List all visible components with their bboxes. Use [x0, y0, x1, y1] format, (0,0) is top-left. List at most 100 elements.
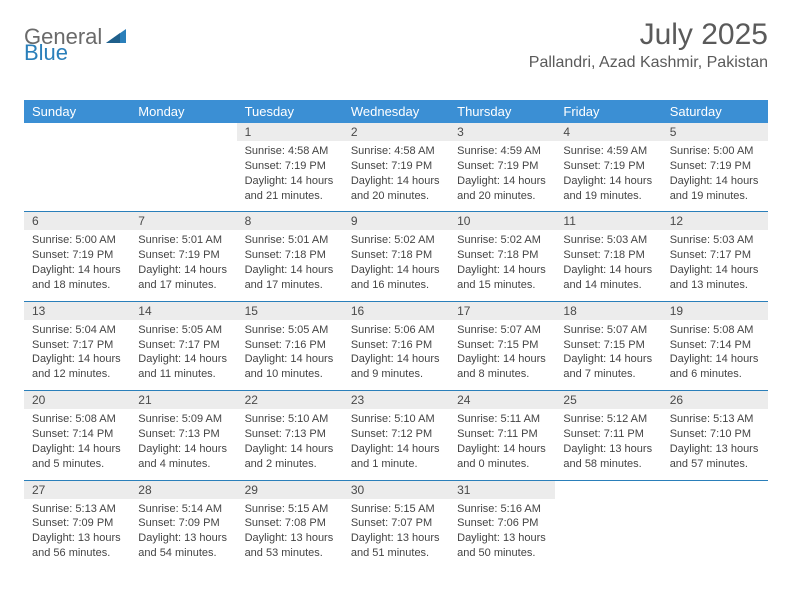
day-of-week-row: Sunday Monday Tuesday Wednesday Thursday…: [24, 100, 768, 123]
sunrise-text: Sunrise: 5:15 AM: [245, 502, 335, 517]
day-detail-cell: Sunrise: 5:09 AMSunset: 7:13 PMDaylight:…: [130, 409, 236, 480]
day-detail-cell: Sunrise: 5:11 AMSunset: 7:11 PMDaylight:…: [449, 409, 555, 480]
sunrise-text: Sunrise: 4:58 AM: [245, 144, 335, 159]
daylight-line1: Daylight: 14 hours: [563, 174, 653, 189]
daylight-line1: Daylight: 14 hours: [138, 442, 228, 457]
daylight-line1: Daylight: 14 hours: [245, 442, 335, 457]
sunset-text: Sunset: 7:08 PM: [245, 516, 335, 531]
daylight-line1: Daylight: 14 hours: [138, 263, 228, 278]
daylight-line1: Daylight: 13 hours: [563, 442, 653, 457]
sunrise-text: Sunrise: 5:07 AM: [457, 323, 547, 338]
sunset-text: Sunset: 7:18 PM: [245, 248, 335, 263]
daylight-line2: and 51 minutes.: [351, 546, 441, 561]
detail-row: Sunrise: 5:04 AMSunset: 7:17 PM Daylight:…: [24, 320, 768, 391]
daylight-line1: Daylight: 14 hours: [351, 174, 441, 189]
day-detail-cell: [662, 499, 768, 569]
daylight-line2: and 19 minutes.: [670, 189, 760, 204]
day-detail-cell: Sunrise: 5:03 AMSunset: 7:18 PMDaylight:…: [555, 230, 661, 301]
daylight-line1: Daylight: 14 hours: [563, 263, 653, 278]
sunrise-text: Sunrise: 5:04 AM: [32, 323, 122, 338]
day-detail-cell: Sunrise: 5:08 AMSunset: 7:14 PMDaylight:…: [662, 320, 768, 391]
sunset-text: Sunset: 7:18 PM: [563, 248, 653, 263]
sunrise-text: Sunrise: 5:12 AM: [563, 412, 653, 427]
sunrise-text: Sunrise: 5:07 AM: [563, 323, 653, 338]
sunset-text: Sunset: 7:19 PM: [245, 159, 335, 174]
day-number-cell: 21: [130, 391, 236, 409]
day-number-cell: [662, 481, 768, 499]
sunset-text: Sunset: 7:15 PM: [457, 338, 547, 353]
daylight-line2: and 53 minutes.: [245, 546, 335, 561]
day-detail-cell: Sunrise: 5:13 AMSunset: 7:10 PMDaylight:…: [662, 409, 768, 480]
day-detail-cell: Sunrise: 5:15 AMSunset: 7:07 PMDaylight:…: [343, 499, 449, 569]
sunset-text: Sunset: 7:19 PM: [457, 159, 547, 174]
sunset-text: Sunset: 7:13 PM: [138, 427, 228, 442]
sunrise-text: Sunrise: 5:13 AM: [670, 412, 760, 427]
daylight-line1: Daylight: 14 hours: [457, 442, 547, 457]
daylight-line2: and 1 minute.: [351, 457, 441, 472]
sunset-text: Sunset: 7:14 PM: [670, 338, 760, 353]
sunrise-text: Sunrise: 5:05 AM: [138, 323, 228, 338]
sunset-text: Sunset: 7:14 PM: [32, 427, 122, 442]
day-detail-cell: Sunrise: 5:12 AMSunset: 7:11 PMDaylight:…: [555, 409, 661, 480]
daynum-row: 2728293031: [24, 481, 768, 499]
day-number-cell: 29: [237, 481, 343, 499]
day-detail-cell: Sunrise: 5:10 AMSunset: 7:13 PMDaylight:…: [237, 409, 343, 480]
sunset-text: Sunset: 7:12 PM: [351, 427, 441, 442]
day-detail-cell: Sunrise: 5:14 AMSunset: 7:09 PMDaylight:…: [130, 499, 236, 569]
day-detail-cell: Sunrise: 4:58 AMSunset: 7:19 PMDaylight:…: [343, 141, 449, 212]
sunrise-text: Sunrise: 4:59 AM: [457, 144, 547, 159]
day-number-cell: 22: [237, 391, 343, 409]
sunrise-text: Sunrise: 5:13 AM: [32, 502, 122, 517]
header: General July 2025 Pallandri, Azad Kashmi…: [24, 18, 768, 72]
daylight-line2: and 54 minutes.: [138, 546, 228, 561]
calendar-body: 12345Sunrise: 4:58 AMSunset: 7:19 PMDayl…: [24, 123, 768, 569]
detail-row: Sunrise: 4:58 AMSunset: 7:19 PMDaylight:…: [24, 141, 768, 212]
sunrise-text: Sunrise: 5:10 AM: [245, 412, 335, 427]
sunrise-text: Sunrise: 5:11 AM: [457, 412, 547, 427]
day-detail-cell: Sunrise: 5:02 AMSunset: 7:18 PMDaylight:…: [449, 230, 555, 301]
day-detail-cell: Sunrise: 5:00 AMSunset: 7:19 PMDaylight:…: [24, 230, 130, 301]
daylight-line1: Daylight: 14 hours: [351, 442, 441, 457]
daylight-line1: Daylight: 14 hours: [563, 352, 653, 367]
day-detail-cell: Sunrise: 5:05 AMSunset: 7:17 PMDaylight:…: [130, 320, 236, 391]
calendar-table: Sunday Monday Tuesday Wednesday Thursday…: [24, 100, 768, 569]
day-detail-cell: Sunrise: 5:08 AMSunset: 7:14 PMDaylight:…: [24, 409, 130, 480]
day-number-cell: 16: [343, 302, 449, 320]
sunset-text: Sunset: 7:09 PM: [138, 516, 228, 531]
daylight-line2: and 20 minutes.: [351, 189, 441, 204]
daylight-line1: Daylight: 14 hours: [670, 352, 760, 367]
sunrise-text: Sunrise: 5:01 AM: [245, 233, 335, 248]
day-number-cell: 20: [24, 391, 130, 409]
daynum-row: 6789101112: [24, 212, 768, 230]
detail-row: Sunrise: 5:00 AMSunset: 7:19 PMDaylight:…: [24, 230, 768, 301]
day-number-cell: 30: [343, 481, 449, 499]
daylight-line1: Daylight: 13 hours: [670, 442, 760, 457]
daylight-line2: and 57 minutes.: [670, 457, 760, 472]
daylight-line2: and 9 minutes.: [351, 367, 441, 382]
day-detail-cell: Sunrise: 4:59 AMSunset: 7:19 PMDaylight:…: [449, 141, 555, 212]
day-number-cell: 13: [24, 302, 130, 320]
sunrise-text: Sunrise: 5:10 AM: [351, 412, 441, 427]
sunset-text: Sunset: 7:19 PM: [563, 159, 653, 174]
sunrise-text: Sunrise: 5:08 AM: [670, 323, 760, 338]
sunrise-text: Sunrise: 5:03 AM: [670, 233, 760, 248]
sunset-text: Sunset: 7:06 PM: [457, 516, 547, 531]
sunset-text: Sunset: 7:19 PM: [670, 159, 760, 174]
daylight-line1: Daylight: 14 hours: [138, 352, 228, 367]
sunset-text: Sunset: 7:11 PM: [563, 427, 653, 442]
sunrise-text: Sunrise: 5:02 AM: [351, 233, 441, 248]
day-detail-cell: Sunrise: 5:15 AMSunset: 7:08 PMDaylight:…: [237, 499, 343, 569]
daylight-line1: Daylight: 13 hours: [32, 531, 122, 546]
detail-row: Sunrise: 5:13 AM Sunset: 7:09 PM Daylight:…: [24, 499, 768, 569]
sunset-text: Sunset: 7:17 PM: [32, 338, 122, 353]
brand-part2-wrap: Blue: [24, 40, 68, 66]
daylight-line1: Daylight: 14 hours: [457, 352, 547, 367]
day-number-cell: 8: [237, 212, 343, 230]
daylight-line1: Daylight: 13 hours: [245, 531, 335, 546]
dow-wednesday: Wednesday: [343, 100, 449, 123]
day-detail-cell: Sunrise: 5:01 AMSunset: 7:18 PMDaylight:…: [237, 230, 343, 301]
day-number-cell: 15: [237, 302, 343, 320]
day-detail-cell: Sunrise: 5:16 AMSunset: 7:06 PMDaylight:…: [449, 499, 555, 569]
daylight-line2: and 50 minutes.: [457, 546, 547, 561]
day-detail-cell: [555, 499, 661, 569]
